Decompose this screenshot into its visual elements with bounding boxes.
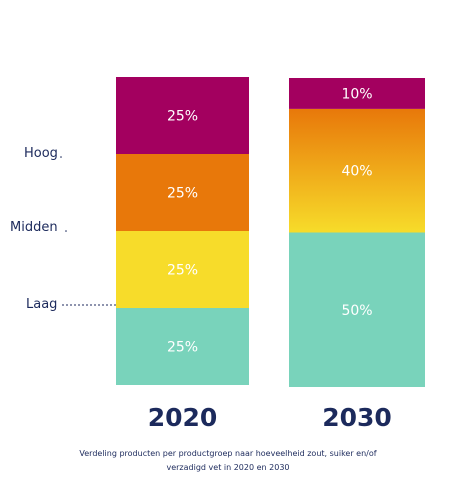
bar-segment-2030-low	[289, 232, 425, 387]
segment-label-2020-low: 25%	[167, 340, 198, 356]
bar-segment-2020-mid	[116, 231, 249, 308]
segment-label-2020-upper: 25%	[167, 186, 198, 202]
level-label-midden: Midden	[10, 220, 58, 235]
year-label-2020: 2020	[148, 403, 218, 432]
bar-segment-2020-upper	[116, 154, 249, 231]
segment-label-2030-high: 10%	[341, 86, 372, 102]
year-label-2030: 2030	[322, 403, 392, 432]
level-dot-hoog	[60, 156, 62, 158]
caption-line-2: verzadigd vet in 2020 en 2030	[166, 463, 290, 472]
level-label-hoog: Hoog	[24, 146, 58, 161]
bar-segment-2020-high	[116, 77, 249, 154]
level-dot-midden	[65, 230, 67, 232]
chart-caption: Verdeling producten per productgroep naa…	[60, 447, 396, 475]
segment-label-2020-high: 25%	[167, 109, 198, 125]
segment-label-2020-mid: 25%	[167, 263, 198, 279]
level-label-laag: Laag	[26, 297, 57, 312]
bar-segment-2030-upper	[289, 108, 425, 233]
segment-label-2030-low: 50%	[341, 303, 372, 319]
bar-segment-2020-low	[116, 308, 249, 385]
segment-label-2030-upper: 40%	[341, 164, 372, 180]
bar-segment-2030-high	[289, 78, 425, 109]
caption-line-1: Verdeling producten per productgroep naa…	[79, 449, 377, 458]
